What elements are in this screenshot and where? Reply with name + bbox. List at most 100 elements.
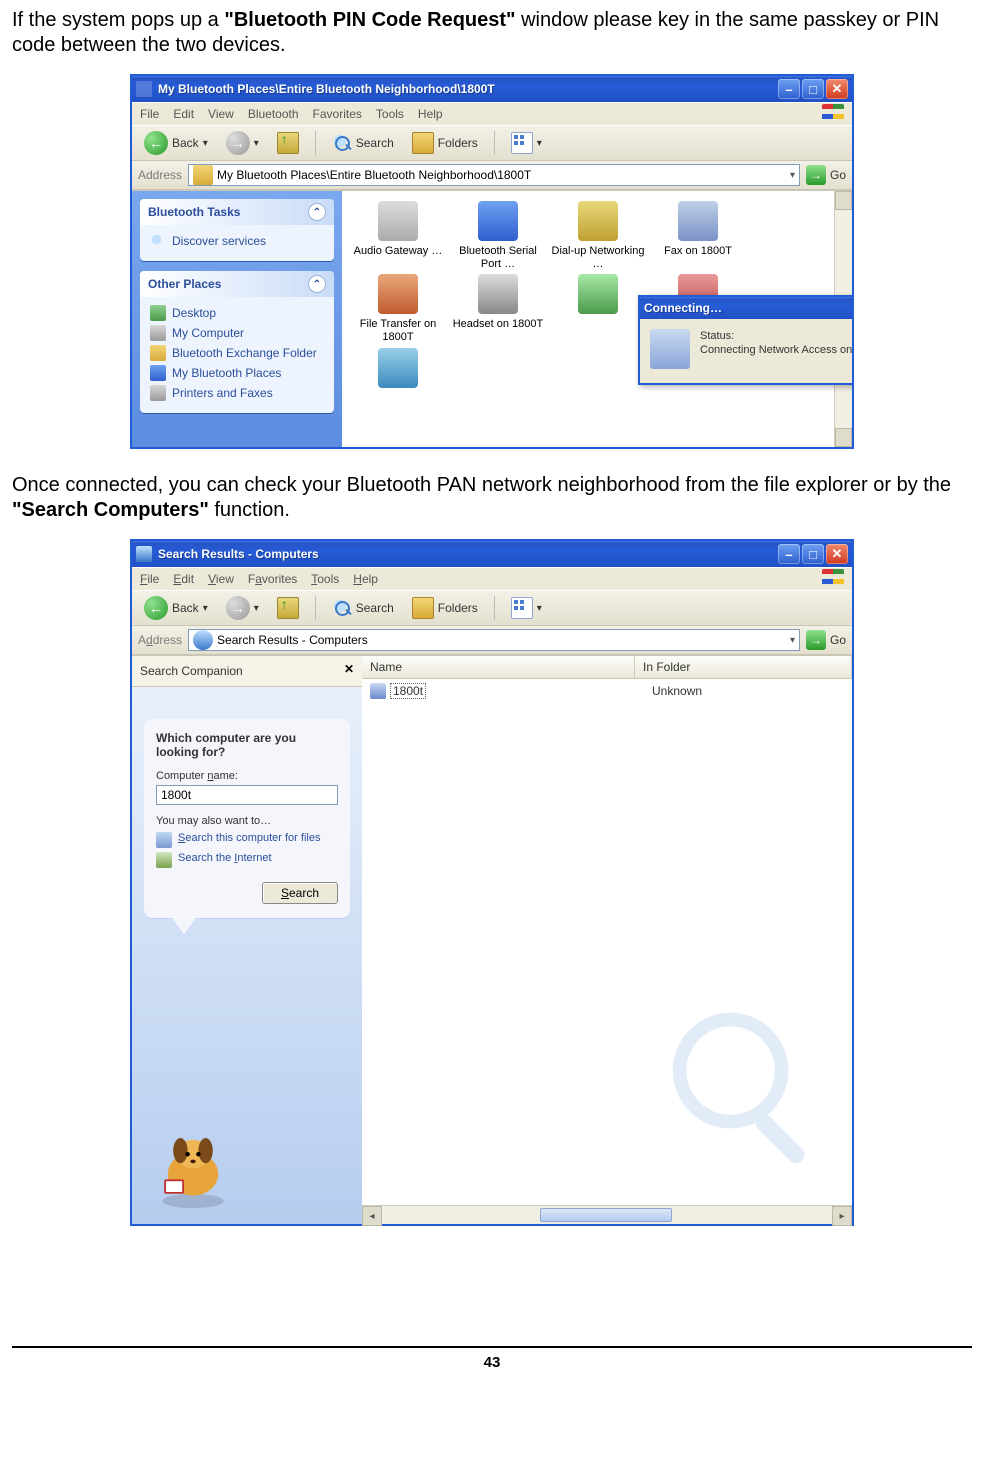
scroll-right-icon[interactable]: ▸ — [832, 1206, 852, 1226]
folders-button[interactable]: Folders — [406, 595, 484, 621]
service-serial-port[interactable]: Bluetooth Serial Port … — [450, 201, 546, 270]
collapse-icon: ⌃ — [308, 203, 326, 221]
menu-favorites[interactable]: Favorites — [248, 572, 297, 586]
service-headset[interactable]: Headset on 1800T — [450, 274, 546, 343]
menu-tools[interactable]: Tools — [376, 107, 404, 121]
titlebar[interactable]: Search Results - Computers – □ ✕ — [132, 541, 852, 567]
service-dialup[interactable]: Dial-up Networking … — [550, 201, 646, 270]
bluetooth-tasks-header[interactable]: Bluetooth Tasks ⌃ — [140, 199, 334, 225]
search-dog-icon — [148, 1120, 238, 1210]
balloon-heading: Which computer are you looking for? — [156, 731, 338, 760]
printer-icon — [150, 385, 166, 401]
chevron-down-icon[interactable]: ▾ — [790, 170, 795, 181]
up-icon — [277, 132, 299, 154]
back-icon: ← — [144, 131, 168, 155]
go-button[interactable]: → Go — [806, 630, 846, 650]
close-button[interactable]: ✕ — [826, 544, 848, 564]
views-button[interactable]: ▾ — [505, 595, 548, 621]
maximize-button[interactable]: □ — [802, 544, 824, 564]
result-row[interactable]: 1800t Unknown — [362, 679, 852, 699]
menu-file[interactable]: File — [140, 572, 159, 586]
search-companion-pane: Search Companion ✕ Which computer are yo… — [132, 656, 362, 1224]
folders-icon — [412, 597, 434, 619]
folder-icon — [193, 165, 213, 185]
titlebar[interactable]: My Bluetooth Places\Entire Bluetooth Nei… — [132, 76, 852, 102]
search-icon — [332, 133, 352, 153]
place-printers[interactable]: Printers and Faxes — [150, 383, 324, 403]
place-bt-exchange[interactable]: Bluetooth Exchange Folder — [150, 343, 324, 363]
computer-icon — [370, 683, 386, 699]
close-button[interactable]: ✕ — [826, 79, 848, 99]
minimize-button[interactable]: – — [778, 79, 800, 99]
col-name[interactable]: Name — [362, 656, 635, 678]
window-icon — [136, 81, 152, 97]
bluetooth-window: My Bluetooth Places\Entire Bluetooth Nei… — [130, 74, 854, 449]
sync-icon — [378, 348, 418, 388]
option-search-internet[interactable]: Search the Internet — [156, 850, 338, 870]
back-button[interactable]: ← Back ▾ — [138, 129, 214, 157]
other-places-header[interactable]: Other Places ⌃ — [140, 271, 334, 297]
address-bar: Address Search Results - Computers ▾ → G… — [132, 626, 852, 655]
back-button[interactable]: ← Back ▾ — [138, 594, 214, 622]
maximize-button[interactable]: □ — [802, 79, 824, 99]
up-button[interactable] — [271, 130, 305, 156]
service-audio-gateway[interactable]: Audio Gateway … — [350, 201, 446, 270]
forward-button[interactable]: → ▾ — [220, 594, 265, 622]
headset-icon — [478, 274, 518, 314]
search-submit-button[interactable]: Search — [262, 882, 338, 904]
forward-button[interactable]: → ▾ — [220, 129, 265, 157]
result-name: 1800t — [390, 683, 426, 699]
items-pane: Audio Gateway … Bluetooth Serial Port … … — [342, 191, 852, 447]
folders-button[interactable]: Folders — [406, 130, 484, 156]
menu-favorites[interactable]: Favorites — [313, 107, 362, 121]
address-input[interactable]: Search Results - Computers ▾ — [188, 629, 800, 651]
minimize-button[interactable]: – — [778, 544, 800, 564]
page-footer: 43 — [12, 1346, 972, 1391]
menu-view[interactable]: View — [208, 572, 234, 586]
paragraph-2: Once connected, you can check your Bluet… — [12, 473, 972, 523]
scroll-thumb[interactable] — [540, 1208, 672, 1222]
task-discover-services[interactable]: Discover services — [150, 231, 324, 251]
up-button[interactable] — [271, 595, 305, 621]
views-button[interactable]: ▾ — [505, 130, 548, 156]
address-input[interactable]: My Bluetooth Places\Entire Bluetooth Nei… — [188, 164, 800, 186]
scroll-left-icon[interactable]: ◂ — [362, 1206, 382, 1226]
service-fax[interactable]: Fax on 1800T — [650, 201, 746, 270]
place-my-computer[interactable]: My Computer — [150, 323, 324, 343]
menu-view[interactable]: View — [208, 107, 234, 121]
menu-tools[interactable]: Tools — [311, 572, 339, 586]
chevron-down-icon[interactable]: ▾ — [790, 635, 795, 646]
option-search-files[interactable]: Search this computer for files — [156, 830, 338, 850]
chevron-down-icon: ▾ — [203, 138, 208, 149]
service-network[interactable] — [550, 274, 646, 343]
search-icon — [150, 233, 166, 249]
service-file-transfer[interactable]: File Transfer on 1800T — [350, 274, 446, 343]
menu-edit[interactable]: Edit — [173, 107, 194, 121]
chevron-down-icon: ▾ — [254, 603, 259, 614]
search-button[interactable]: Search — [326, 131, 400, 155]
other-places-box: Other Places ⌃ Desktop My Computer Bluet… — [140, 271, 334, 413]
scroll-track[interactable] — [382, 1206, 832, 1224]
go-button[interactable]: → Go — [806, 165, 846, 185]
dialup-icon — [578, 201, 618, 241]
place-bt-places[interactable]: My Bluetooth Places — [150, 363, 324, 383]
scrollbar-horizontal[interactable]: ◂ ▸ — [362, 1205, 852, 1224]
menu-bar: File Edit View Bluetooth Favorites Tools… — [132, 102, 852, 126]
connecting-dialog: Connecting… ? ✕ Status: Connecting Netwo… — [638, 295, 852, 385]
bluetooth-icon — [150, 365, 166, 381]
dialog-title: Connecting… — [644, 301, 852, 315]
bluetooth-tasks-box: Bluetooth Tasks ⌃ Discover services — [140, 199, 334, 261]
computer-name-input[interactable] — [156, 785, 338, 805]
menu-help[interactable]: Help — [418, 107, 443, 121]
search-button[interactable]: Search — [326, 596, 400, 620]
companion-header: Search Companion ✕ — [132, 656, 362, 687]
pane-close-icon[interactable]: ✕ — [344, 662, 354, 676]
place-desktop[interactable]: Desktop — [150, 303, 324, 323]
service-sync[interactable] — [350, 348, 446, 392]
menu-bluetooth[interactable]: Bluetooth — [248, 107, 299, 121]
menu-edit[interactable]: Edit — [173, 572, 194, 586]
col-infolder[interactable]: In Folder — [635, 656, 852, 678]
chevron-down-icon: ▾ — [254, 138, 259, 149]
menu-help[interactable]: Help — [353, 572, 378, 586]
menu-file[interactable]: File — [140, 107, 159, 121]
